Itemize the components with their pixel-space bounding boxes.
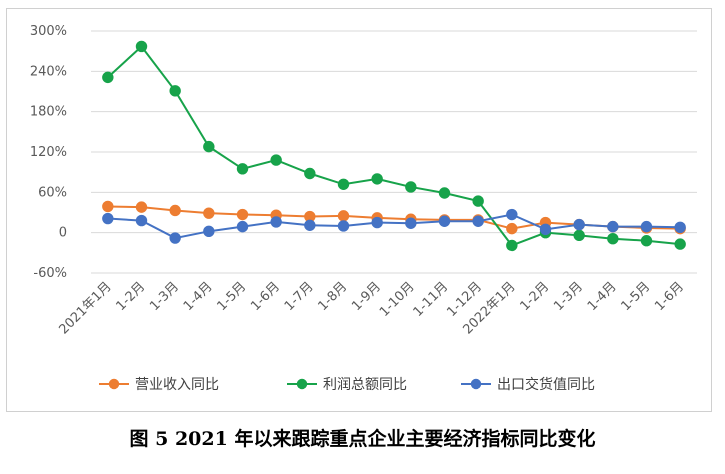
y-axis-ticks: -60% 0 60% 120% 180% 240% 300% [30, 24, 67, 281]
data-point [371, 216, 383, 229]
x-tick-label: 1-3月 [551, 279, 586, 314]
data-point [203, 140, 215, 153]
gridlines [91, 30, 697, 274]
data-point [337, 178, 350, 190]
data-point [169, 204, 181, 217]
data-point [135, 201, 148, 213]
x-axis-ticks: 2021年1月1-2月1-3月1-4月1-5月1-6月1-7月1-8月1-9月1… [56, 279, 687, 337]
data-point [102, 200, 114, 213]
legend-label: 利润总额同比 [323, 377, 407, 393]
data-point [304, 219, 316, 231]
data-point [405, 181, 417, 193]
data-point [405, 217, 417, 229]
data-point [236, 220, 249, 233]
figure-caption: 图 5 2021 年以来跟踪重点企业主要经济指标同比变化 [129, 428, 596, 450]
x-tick-label: 1-8月 [316, 279, 351, 314]
legend-label: 营业收入同比 [135, 377, 219, 393]
x-tick-label: 1-5月 [619, 279, 654, 314]
y-tick-label: 240% [30, 64, 67, 79]
series-lines [102, 40, 686, 252]
data-point [169, 232, 181, 244]
data-point [169, 85, 181, 97]
data-point [506, 208, 518, 221]
data-point [674, 221, 686, 233]
line-chart: -60%060%120%180%240%300% 2021年1月1-2月1-3月… [30, 24, 697, 393]
legend-item-2: 利润总额同比 [287, 377, 407, 393]
x-tick-label: 1-4月 [585, 279, 620, 314]
y-tick-label: 300% [30, 24, 67, 39]
data-point [539, 223, 552, 236]
data-point [236, 208, 249, 221]
x-tick-label: 1-7月 [282, 279, 317, 314]
x-tick-label: 1-10月 [377, 279, 418, 320]
x-tick-label: 1-2月 [114, 279, 149, 314]
y-tick-label: 180% [30, 105, 67, 120]
data-point [135, 40, 148, 53]
x-tick-label: 1-5月 [215, 279, 250, 314]
data-point [573, 218, 585, 231]
x-tick-label: 1-4月 [181, 279, 216, 314]
series-2 [102, 40, 686, 252]
data-point [337, 220, 350, 232]
x-tick-label: 1-3月 [147, 279, 182, 314]
data-point [203, 207, 215, 219]
x-tick-label: 1-2月 [518, 279, 553, 314]
series-line [107, 44, 681, 247]
data-point [573, 229, 585, 242]
legend: 营业收入同比 利润总额同比 出口交货值同比 [99, 376, 595, 393]
data-point [506, 222, 518, 235]
y-tick-label: 0 [59, 226, 67, 241]
data-point [506, 239, 518, 252]
data-point [337, 210, 350, 222]
x-tick-label: 1-6月 [248, 279, 283, 314]
legend-marker [470, 378, 482, 390]
x-tick-label: 1-6月 [652, 279, 687, 314]
x-tick-label: 1-11月 [411, 279, 452, 320]
data-point [674, 238, 686, 250]
legend-item-3: 出口交货值同比 [461, 376, 595, 393]
chart-frame: -60% 0 60% 120% 180% 240% 300% 2021年1月 1-2月 1-3月… [6, 8, 712, 412]
y-tick-label: 120% [30, 145, 67, 160]
data-point [135, 214, 148, 227]
data-point [640, 220, 653, 233]
series-1 [102, 200, 686, 235]
x-tick-label: 2021年1月 [56, 279, 114, 337]
legend-marker [108, 378, 120, 390]
data-point [371, 173, 383, 185]
legend-item-1: 营业收入同比 [99, 377, 219, 393]
y-tick-label: -60% [33, 266, 67, 281]
data-point [438, 187, 451, 199]
data-point [438, 215, 451, 227]
y-tick-label: 60% [38, 185, 67, 200]
data-point [472, 215, 484, 227]
data-point [270, 154, 282, 166]
data-point [640, 235, 653, 247]
data-point [304, 167, 316, 180]
legend-label: 出口交货值同比 [497, 376, 595, 393]
data-point [607, 233, 619, 245]
data-point [270, 216, 282, 228]
data-point [203, 225, 215, 238]
data-point [236, 163, 249, 175]
data-point [102, 71, 114, 84]
data-point [472, 195, 484, 207]
data-point [607, 220, 619, 233]
series-3 [102, 208, 686, 244]
legend-marker [296, 378, 308, 390]
data-point [102, 212, 114, 225]
